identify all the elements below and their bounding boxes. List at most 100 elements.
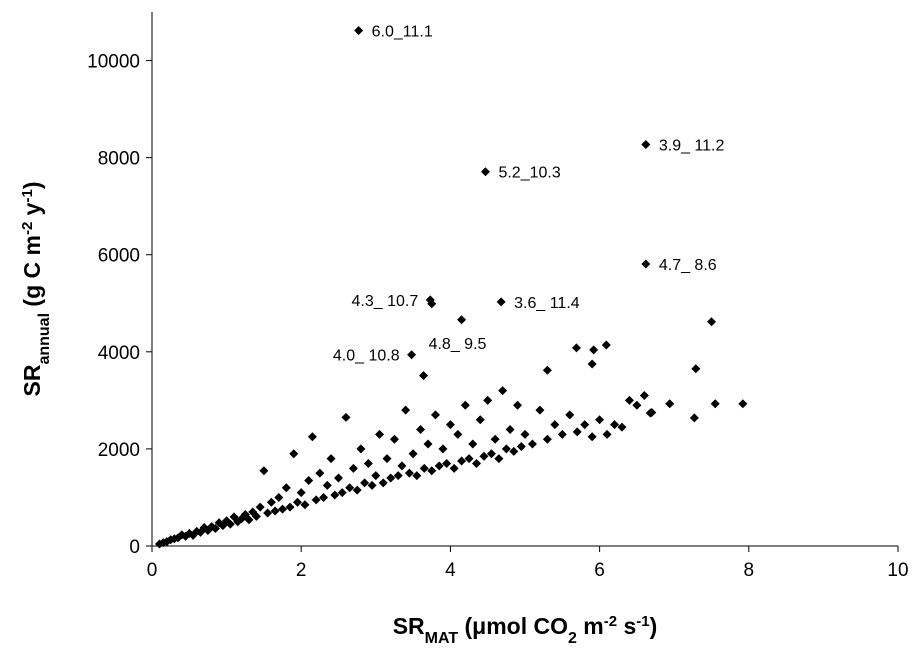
x-tick-label: 8 [744,560,755,581]
point [483,395,493,405]
x-tick-label: 0 [147,560,158,581]
point [624,395,634,405]
point [601,340,611,350]
point [472,458,482,468]
point [382,454,392,464]
point [442,458,452,468]
point [617,422,627,432]
point [707,317,716,327]
x-tick-label: 6 [594,560,605,581]
point [438,444,448,454]
point [498,386,508,396]
point [334,473,343,483]
point-label: 4.8_ 9.5 [429,336,487,353]
point-label: 3.6_ 11.4 [514,295,580,312]
x-label-part: -1 [636,613,649,630]
x-label-part: m [577,613,604,639]
point [464,454,474,464]
point [315,468,325,478]
x-tick-label: 4 [445,560,456,581]
y-tick-label: 4000 [98,343,140,364]
point [274,492,284,502]
point [419,463,429,473]
point [527,439,537,449]
point [337,488,347,498]
point [292,497,302,507]
point [501,444,511,454]
point [589,345,599,355]
point [610,420,620,430]
point [496,297,506,307]
y-label-part: annual [36,313,53,365]
x-tick-label: 2 [296,560,307,581]
point [550,420,560,430]
y-label-part: (g C m [19,235,45,313]
point [595,415,605,425]
point-label: 3.9_ 11.2 [659,138,725,155]
point [632,400,642,410]
point [270,506,280,516]
point [490,434,500,444]
point [311,495,321,505]
point-label: 4.3_ 10.7 [352,293,419,310]
point [505,424,515,434]
point [445,420,455,430]
point [360,478,370,488]
point [289,449,299,459]
point [296,488,306,498]
point [587,359,597,369]
point [430,410,440,420]
point [516,441,526,451]
point [341,412,351,422]
point [330,490,340,500]
point [322,480,332,490]
point [449,463,459,473]
point [363,458,373,468]
point [378,478,388,488]
point [386,473,396,483]
point [408,449,418,459]
point [509,446,519,456]
y-tick-label: 0 [129,537,140,558]
point [375,429,385,439]
point [419,371,429,381]
point [457,315,467,325]
point [710,399,720,409]
point [281,483,291,493]
point [389,434,399,444]
x-label-part: MAT [425,630,459,647]
point [565,410,575,420]
point [689,413,699,423]
x-label-part: s [617,613,636,639]
y-label: SRannual (g C m-2 y-1) [19,181,53,396]
point [513,400,523,410]
point [401,405,411,415]
point [259,466,269,476]
point [557,429,567,439]
point [244,515,254,525]
point [304,475,314,485]
point [423,439,433,449]
point [457,456,467,466]
y-tick-label: 8000 [98,149,140,170]
y-label-part: SR [19,364,45,396]
point [397,461,407,471]
y-label-part: -1 [19,189,36,202]
point [307,432,317,442]
point [665,399,675,409]
point [427,466,437,476]
y-tick-label: 10000 [87,52,140,73]
y-tick-label: 6000 [98,246,140,267]
x-label-part: -2 [604,613,617,630]
point [738,399,748,409]
point-label: 6.0_11.1 [372,23,433,40]
y-label-part: -2 [19,222,36,235]
point [356,444,366,454]
point [691,364,701,374]
point [371,471,381,481]
point-label: 4.0_ 10.8 [333,348,400,365]
point [542,365,552,375]
point [240,509,250,519]
point [251,511,261,521]
